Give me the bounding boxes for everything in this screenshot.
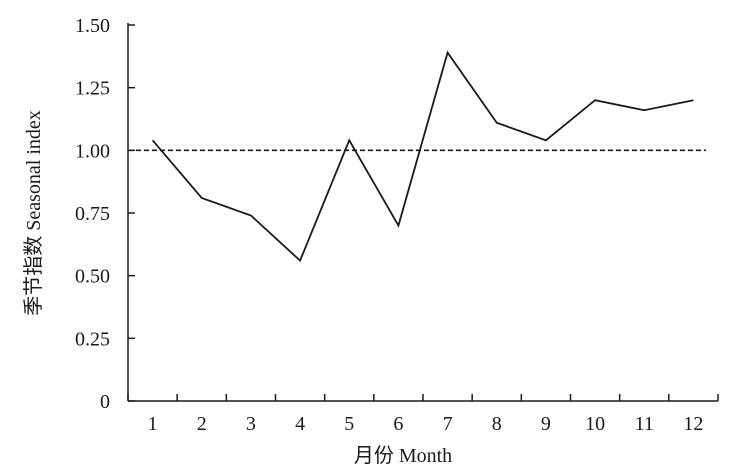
x-tick-label: 11	[635, 413, 654, 435]
x-tick-label: 12	[683, 413, 703, 435]
x-tick-label: 5	[344, 413, 354, 435]
x-tick-label: 7	[443, 413, 453, 435]
y-tick-label: 1.25	[75, 78, 110, 100]
x-ticks: 1 2 3 4 5 6 7 8 9 10 11 12	[127, 394, 719, 435]
y-tick-label: 0	[100, 391, 110, 413]
x-tick-label: 4	[295, 413, 305, 435]
axes	[127, 23, 718, 402]
x-tick-label: 1	[148, 413, 158, 435]
y-tick-label: 1.00	[75, 140, 110, 162]
y-tick-label: 0.75	[75, 203, 110, 225]
y-tick-label: 1.50	[75, 15, 110, 37]
x-tick-label: 3	[246, 413, 256, 435]
x-tick-label: 6	[393, 413, 403, 435]
x-tick-label: 2	[197, 413, 207, 435]
x-tick-label: 10	[585, 413, 605, 435]
y-axis-label: 季节指数 Seasonal index	[22, 110, 45, 316]
y-ticks: 0 0.25 0.50 0.75 1.00 1.25 1.50	[75, 15, 135, 413]
x-tick-label: 8	[492, 413, 502, 435]
series-group	[151, 50, 694, 263]
y-tick-label: 0.25	[75, 328, 110, 350]
series-line-1	[151, 50, 694, 263]
y-tick-label: 0.50	[75, 266, 110, 288]
x-axis-label: 月份 Month	[354, 444, 452, 467]
x-tick-label: 9	[541, 413, 551, 435]
